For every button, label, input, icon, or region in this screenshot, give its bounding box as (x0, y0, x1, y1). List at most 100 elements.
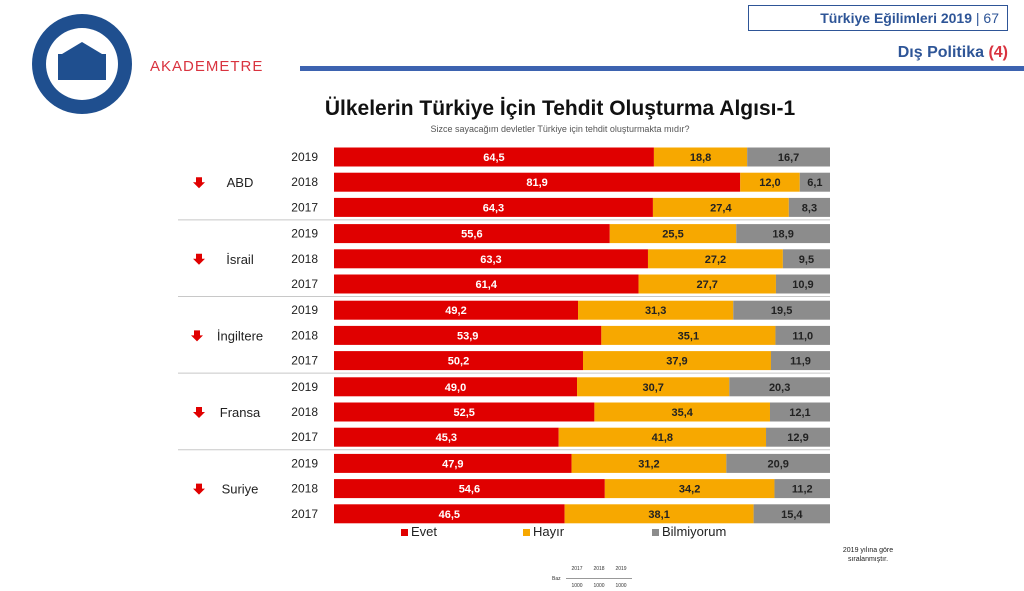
data-label-evet: 50,2 (448, 356, 469, 368)
year-label: 2018 (291, 482, 318, 496)
bar-segment-evet (334, 427, 559, 447)
chart-subtitle: Sizce sayacağım devletler Türkiye için t… (430, 124, 690, 134)
bar-segment-hayir (609, 224, 737, 244)
data-label-hayir: 31,2 (638, 458, 659, 470)
report-header-box: Türkiye Eğilimleri 2019 | 67 (748, 5, 1008, 31)
bar-segment-bilmiyorum (775, 325, 830, 345)
bar-segment-hayir (604, 479, 775, 499)
bar-segment-bilmiyorum (775, 274, 830, 294)
data-label-hayir: 12,0 (759, 177, 780, 189)
legend-swatch-evet (401, 529, 408, 537)
bar-segment-hayir (558, 427, 767, 447)
down-arrow-icon (193, 483, 205, 495)
data-label-hayir: 34,2 (679, 484, 700, 496)
data-label-evet: 49,2 (445, 305, 466, 317)
year-label: 2017 (291, 200, 318, 214)
data-label-evet: 47,9 (442, 458, 463, 470)
base-year: 2017 (571, 566, 583, 572)
bar-segment-hayir (594, 402, 770, 422)
bar-segment-evet (334, 147, 654, 167)
legend-label-hayir: Hayır (533, 524, 565, 539)
section-title: Dış Politika (4) (898, 44, 1008, 62)
header-separator: | (975, 10, 980, 26)
legend-item-bilmiyorum: Bilmiyorum (652, 524, 726, 539)
data-label-bilmiyorum: 11,9 (790, 356, 811, 368)
bar-segment-bilmiyorum (769, 402, 830, 422)
bar-segment-evet (334, 479, 605, 499)
base-value: 1000 (615, 583, 627, 589)
page-number: 67 (983, 10, 999, 26)
data-label-evet: 61,4 (476, 279, 498, 291)
bar-segment-evet (334, 224, 610, 244)
bar-segment-hayir (571, 453, 727, 473)
country-label: İsrail (226, 252, 254, 267)
bar-segment-evet (334, 402, 595, 422)
legend-label-bilmiyorum: Bilmiyorum (662, 524, 727, 539)
year-label: 2017 (291, 507, 318, 521)
data-label-bilmiyorum: 12,1 (789, 407, 810, 419)
data-label-bilmiyorum: 20,3 (769, 382, 790, 394)
bar-segment-evet (334, 300, 579, 320)
data-label-bilmiyorum: 18,9 (772, 229, 793, 241)
data-label-bilmiyorum: 19,5 (771, 305, 792, 317)
data-label-evet: 55,6 (461, 229, 482, 241)
bar-segment-evet (334, 453, 572, 473)
base-year: 2019 (615, 566, 627, 572)
legend-item-hayir: Hayır (523, 524, 564, 539)
data-label-hayir: 30,7 (642, 382, 663, 394)
bar-segment-bilmiyorum (753, 504, 830, 524)
university-logo (32, 14, 132, 114)
data-label-bilmiyorum: 8,3 (802, 202, 817, 214)
year-label: 2019 (291, 456, 318, 470)
data-label-evet: 49,0 (445, 382, 466, 394)
bar-segment-bilmiyorum (799, 172, 830, 192)
bar-segment-bilmiyorum (747, 147, 830, 167)
data-label-hayir: 18,8 (690, 152, 711, 164)
data-label-evet: 54,6 (459, 484, 480, 496)
base-value: 1000 (571, 583, 583, 589)
bar-segment-hayir (578, 300, 734, 320)
down-arrow-icon (193, 177, 205, 189)
bar-segment-bilmiyorum (774, 479, 830, 499)
country-label: Fransa (220, 405, 261, 420)
year-label: 2017 (291, 354, 318, 368)
data-label-bilmiyorum: 11,0 (792, 330, 813, 342)
country-label: ABD (227, 175, 254, 190)
university-logo-roof (62, 42, 102, 54)
bar-segment-bilmiyorum (729, 377, 830, 397)
data-label-bilmiyorum: 16,7 (778, 152, 799, 164)
report-title: Türkiye Eğilimleri 2019 (820, 10, 972, 26)
data-label-hayir: 25,5 (662, 229, 683, 241)
down-arrow-icon (193, 253, 205, 265)
bar-segment-evet (334, 325, 602, 345)
data-label-evet: 63,3 (480, 254, 501, 266)
data-label-bilmiyorum: 10,9 (792, 279, 813, 291)
down-arrow-icon (193, 407, 205, 418)
bar-segment-evet (334, 274, 639, 294)
legend-swatch-hayir (523, 529, 530, 537)
bar-segment-evet (334, 351, 583, 371)
base-label: Baz (552, 576, 561, 582)
country-label: İngiltere (217, 328, 263, 343)
year-label: 2017 (291, 277, 318, 291)
down-arrow-icon (191, 330, 203, 342)
data-label-bilmiyorum: 20,9 (767, 458, 788, 470)
chart-title: Ülkelerin Türkiye İçin Tehdit Oluşturma … (324, 97, 796, 120)
bar-segment-bilmiyorum (733, 300, 830, 320)
data-label-hayir: 35,4 (671, 407, 693, 419)
bar-segment-bilmiyorum (788, 197, 830, 217)
data-label-hayir: 27,2 (705, 254, 726, 266)
bar-segment-evet (334, 377, 578, 397)
bar-segment-hayir (564, 504, 754, 524)
bar-segment-bilmiyorum (782, 249, 830, 269)
year-label: 2019 (291, 303, 318, 317)
data-label-hayir: 41,8 (652, 432, 673, 444)
bar-segment-bilmiyorum (736, 224, 830, 244)
country-label: Suriye (222, 482, 259, 497)
year-label: 2019 (291, 227, 318, 241)
year-label: 2017 (291, 430, 318, 444)
data-label-evet: 64,5 (483, 152, 504, 164)
data-label-hayir: 31,3 (645, 305, 666, 317)
university-logo-building (58, 54, 106, 80)
